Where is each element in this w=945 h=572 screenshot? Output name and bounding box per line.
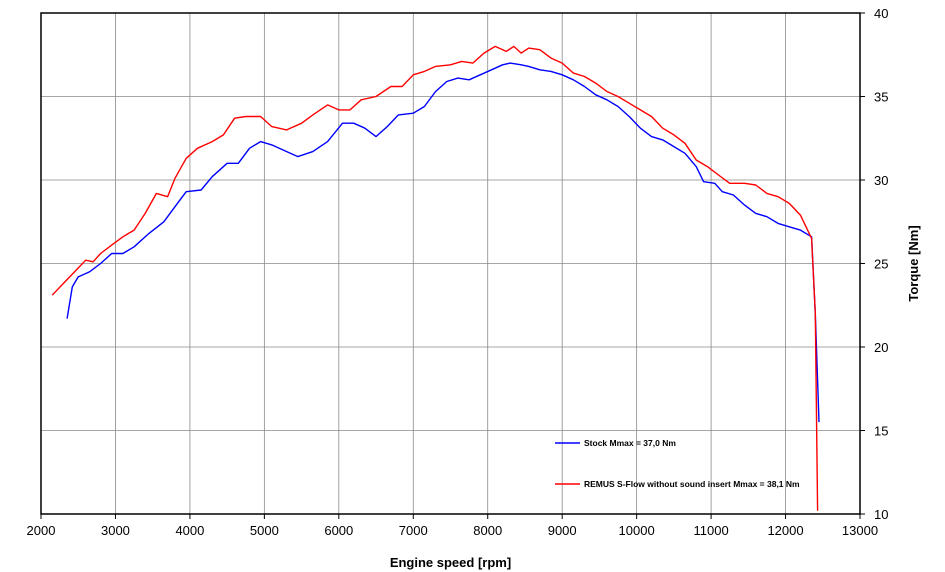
x-tick-label: 2000 — [27, 523, 56, 538]
legend-label: Stock Mmax = 37,0 Nm — [584, 438, 676, 448]
legend: Stock Mmax = 37,0 Nm REMUS S-Flow without… — [555, 438, 800, 489]
y-tick-label: 20 — [874, 340, 888, 355]
x-tick-label: 3000 — [101, 523, 130, 538]
series-lines — [51, 45, 820, 511]
x-tick-label: 8000 — [473, 523, 502, 538]
x-tick-label: 12000 — [767, 523, 803, 538]
legend-label: REMUS S-Flow without sound insert Mmax =… — [584, 479, 800, 489]
x-tick-label: 4000 — [175, 523, 204, 538]
x-axis-title: Engine speed [rpm] — [390, 555, 511, 570]
gridlines — [41, 13, 860, 514]
y-axis-title: Torque [Nm] — [906, 225, 921, 301]
y-tick-label: 40 — [874, 6, 888, 21]
y-tick-label: 15 — [874, 424, 888, 439]
x-tick-label: 5000 — [250, 523, 279, 538]
series-line-remus — [51, 45, 819, 511]
x-tick-label: 9000 — [548, 523, 577, 538]
y-tick-label: 35 — [874, 90, 888, 105]
y-tick-label: 30 — [874, 173, 888, 188]
x-tick-label: 10000 — [619, 523, 655, 538]
x-tick-label: 7000 — [399, 523, 428, 538]
y-tick-label: 25 — [874, 257, 888, 272]
x-tick-label: 13000 — [842, 523, 878, 538]
tick-labels: 2000 3000 4000 5000 6000 7000 8000 9000 10000 110… — [27, 6, 889, 538]
series-line-stock — [66, 62, 820, 423]
x-tick-label: 6000 — [324, 523, 353, 538]
x-tick-label: 11000 — [693, 523, 728, 538]
y-tick-label: 10 — [874, 507, 888, 522]
